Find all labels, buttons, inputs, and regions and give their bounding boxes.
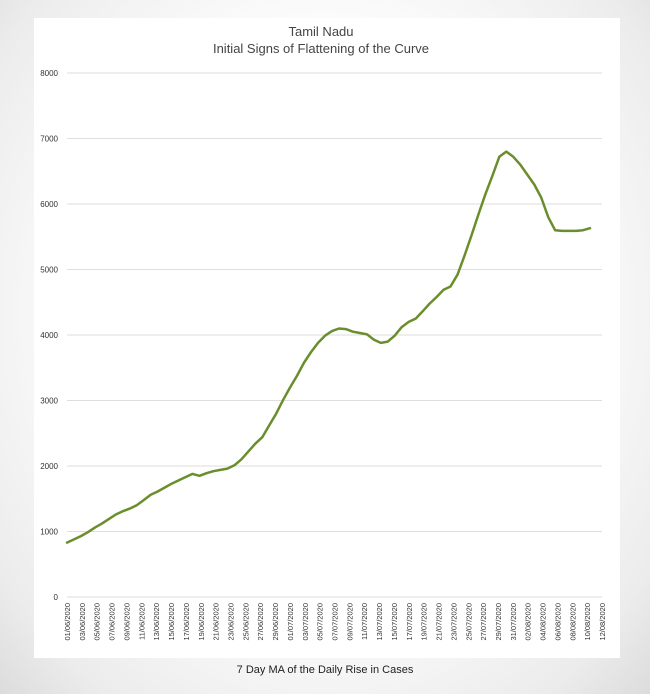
y-tick-label: 0: [54, 593, 59, 602]
x-tick-label: 13/07/2020: [375, 603, 384, 641]
chart-panel: [34, 18, 620, 658]
x-tick-label: 03/06/2020: [78, 603, 87, 641]
x-tick-label: 15/06/2020: [167, 603, 176, 641]
x-tick-label: 19/06/2020: [197, 603, 206, 641]
x-tick-label: 10/08/2020: [583, 603, 592, 641]
x-tick-label: 31/07/2020: [509, 603, 518, 641]
x-tick-label: 25/06/2020: [241, 603, 250, 641]
y-tick-label: 4000: [40, 331, 58, 340]
x-axis-ticks: 01/06/2020 03/06/2020 05/06/2020 07/06/2020…: [63, 603, 607, 641]
chart-subtitle: Initial Signs of Flattening of the Curve: [213, 41, 429, 56]
x-tick-label: 12/08/2020: [598, 603, 607, 641]
x-tick-label: 11/06/2020: [137, 603, 146, 640]
chart-title: Tamil Nadu: [288, 24, 353, 39]
y-axis-ticks: 0 1000 2000 3000 4000 5000 6000 7000 8000: [40, 69, 58, 602]
x-tick-label: 13/06/2020: [152, 603, 161, 641]
x-tick-label: 05/07/2020: [316, 603, 325, 641]
x-tick-label: 17/06/2020: [182, 603, 191, 641]
x-tick-label: 08/08/2020: [568, 603, 577, 641]
gridlines: [67, 72, 602, 598]
x-tick-label: 07/07/2020: [331, 603, 340, 641]
x-tick-label: 09/07/2020: [345, 603, 354, 641]
x-tick-label: 23/06/2020: [226, 603, 235, 641]
x-tick-label: 23/07/2020: [449, 603, 458, 641]
x-axis-caption: 7 Day MA of the Daily Rise in Cases: [236, 664, 414, 676]
y-tick-label: 2000: [40, 462, 58, 471]
x-tick-label: 21/07/2020: [435, 603, 444, 641]
series-line: [65, 150, 592, 544]
x-tick-label: 05/06/2020: [93, 603, 102, 641]
x-tick-label: 01/06/2020: [63, 603, 72, 641]
x-tick-label: 27/06/2020: [256, 603, 265, 641]
y-tick-label: 8000: [40, 69, 58, 78]
x-tick-label: 11/07/2020: [360, 603, 369, 640]
x-tick-label: 09/06/2020: [122, 603, 131, 641]
x-tick-label: 03/07/2020: [301, 603, 310, 641]
x-tick-label: 04/08/2020: [539, 603, 548, 641]
x-tick-label: 02/08/2020: [524, 603, 533, 641]
x-tick-label: 17/07/2020: [405, 603, 414, 641]
x-tick-label: 06/08/2020: [553, 603, 562, 641]
y-tick-label: 7000: [40, 135, 58, 144]
y-tick-label: 6000: [40, 200, 58, 209]
x-tick-label: 15/07/2020: [390, 603, 399, 641]
x-tick-label: 25/07/2020: [464, 603, 473, 641]
x-tick-label: 01/07/2020: [286, 603, 295, 641]
x-tick-label: 21/06/2020: [212, 603, 221, 641]
x-tick-label: 07/06/2020: [108, 603, 117, 641]
y-tick-label: 3000: [40, 397, 58, 406]
x-tick-label: 29/06/2020: [271, 603, 280, 641]
x-tick-label: 27/07/2020: [479, 603, 488, 641]
x-tick-label: 29/07/2020: [494, 603, 503, 641]
y-tick-label: 5000: [40, 266, 58, 275]
series-layer: [65, 150, 592, 544]
x-tick-label: 19/07/2020: [420, 603, 429, 641]
y-tick-label: 1000: [40, 528, 58, 537]
